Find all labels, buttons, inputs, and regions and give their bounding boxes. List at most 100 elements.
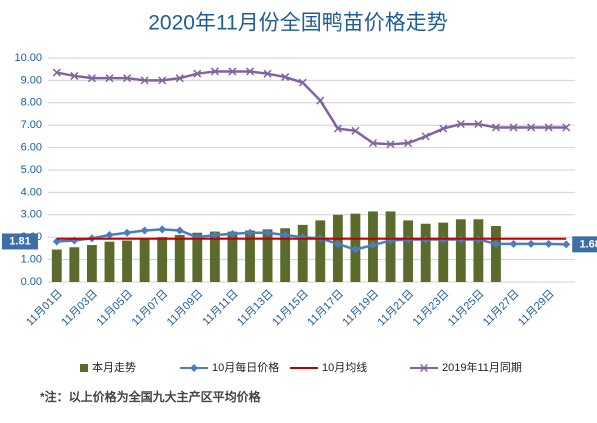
data-label: 1.81	[9, 235, 30, 247]
point	[281, 73, 290, 82]
point	[333, 239, 342, 248]
bar	[69, 247, 80, 282]
x-tick-label: 11月27日	[481, 288, 522, 329]
bar	[297, 224, 308, 282]
legend-label: 10月每日价格	[212, 360, 279, 374]
point	[140, 226, 149, 235]
line	[56, 70, 567, 146]
point	[351, 126, 360, 135]
point	[491, 239, 500, 248]
point	[263, 69, 272, 78]
y-tick-label: 0.00	[21, 276, 42, 288]
bar	[51, 249, 62, 282]
bar	[262, 229, 273, 282]
point	[228, 229, 237, 238]
y-tick-label: 8.00	[21, 97, 42, 109]
point	[281, 230, 290, 239]
x-tick-label: 11月09日	[165, 288, 206, 329]
y-tick-label: 5.00	[21, 164, 42, 176]
x-tick-label: 11月29日	[516, 288, 557, 329]
chart-title: 2020年11月份全国鸭苗价格走势	[148, 12, 448, 35]
point	[158, 225, 167, 234]
point	[509, 239, 518, 248]
bar	[192, 232, 203, 282]
point	[439, 124, 448, 133]
point	[52, 68, 61, 77]
point	[245, 67, 255, 76]
legend-label: 10月均线	[322, 360, 367, 374]
point	[246, 228, 255, 237]
bar	[157, 237, 168, 282]
y-tick-label: 4.00	[21, 186, 42, 198]
point	[158, 76, 167, 85]
point	[562, 123, 571, 132]
point	[263, 228, 272, 237]
point	[386, 140, 395, 149]
x-tick-label: 11月23日	[411, 288, 452, 329]
x-tick-label: 11月11日	[200, 288, 240, 328]
legend-label: 本月走势	[92, 360, 136, 374]
x-tick-label: 11月07日	[130, 288, 171, 329]
bar	[280, 228, 291, 282]
point	[105, 74, 114, 83]
bar	[122, 240, 132, 282]
point	[70, 71, 79, 80]
bar	[420, 223, 431, 282]
point	[298, 78, 307, 87]
bar	[315, 220, 326, 282]
bar	[174, 234, 185, 282]
point	[544, 123, 553, 132]
point	[368, 139, 378, 148]
bar	[438, 222, 449, 282]
bar	[491, 226, 501, 282]
bar	[455, 219, 466, 282]
x-tick-label: 11月03日	[59, 288, 100, 329]
bar	[139, 239, 150, 282]
point	[421, 132, 430, 141]
label-box	[2, 233, 38, 250]
x-tick-label: 11月17日	[305, 288, 346, 329]
y-tick-label: 3.00	[21, 209, 42, 221]
point	[544, 239, 553, 248]
y-tick-label: 9.00	[21, 74, 42, 86]
x-tick-label: 11月13日	[235, 288, 276, 329]
legend-swatch	[80, 364, 88, 372]
point	[474, 120, 483, 129]
x-tick-label: 11月19日	[340, 288, 381, 329]
point	[175, 74, 184, 83]
point	[190, 364, 198, 372]
point	[562, 240, 571, 249]
bar	[227, 231, 238, 282]
point	[419, 363, 429, 373]
x-tick-label: 11月25日	[446, 288, 487, 329]
point	[527, 123, 536, 132]
point	[210, 67, 219, 76]
point	[527, 239, 536, 248]
point	[70, 236, 79, 245]
point	[333, 124, 342, 133]
bar	[104, 241, 115, 282]
y-tick-label: 1.00	[21, 254, 42, 266]
y-tick-label: 6.00	[21, 142, 42, 154]
point	[351, 245, 360, 254]
data-label: 1.68	[580, 238, 597, 250]
point	[228, 67, 237, 76]
point	[105, 230, 114, 239]
point	[210, 230, 219, 239]
bar	[332, 214, 343, 282]
bar	[86, 245, 97, 282]
bar	[473, 219, 484, 282]
bar	[245, 230, 255, 282]
point	[456, 120, 465, 129]
point	[368, 241, 377, 250]
point	[87, 74, 96, 83]
bar	[385, 211, 396, 282]
bar	[209, 231, 220, 282]
footnote: *注：以上价格为全国九大主产区平均价格	[40, 389, 262, 404]
point	[123, 74, 132, 83]
point	[491, 123, 500, 132]
y-tick-label: 7.00	[21, 119, 42, 131]
point	[404, 139, 413, 148]
x-tick-label: 11月15日	[270, 288, 311, 329]
